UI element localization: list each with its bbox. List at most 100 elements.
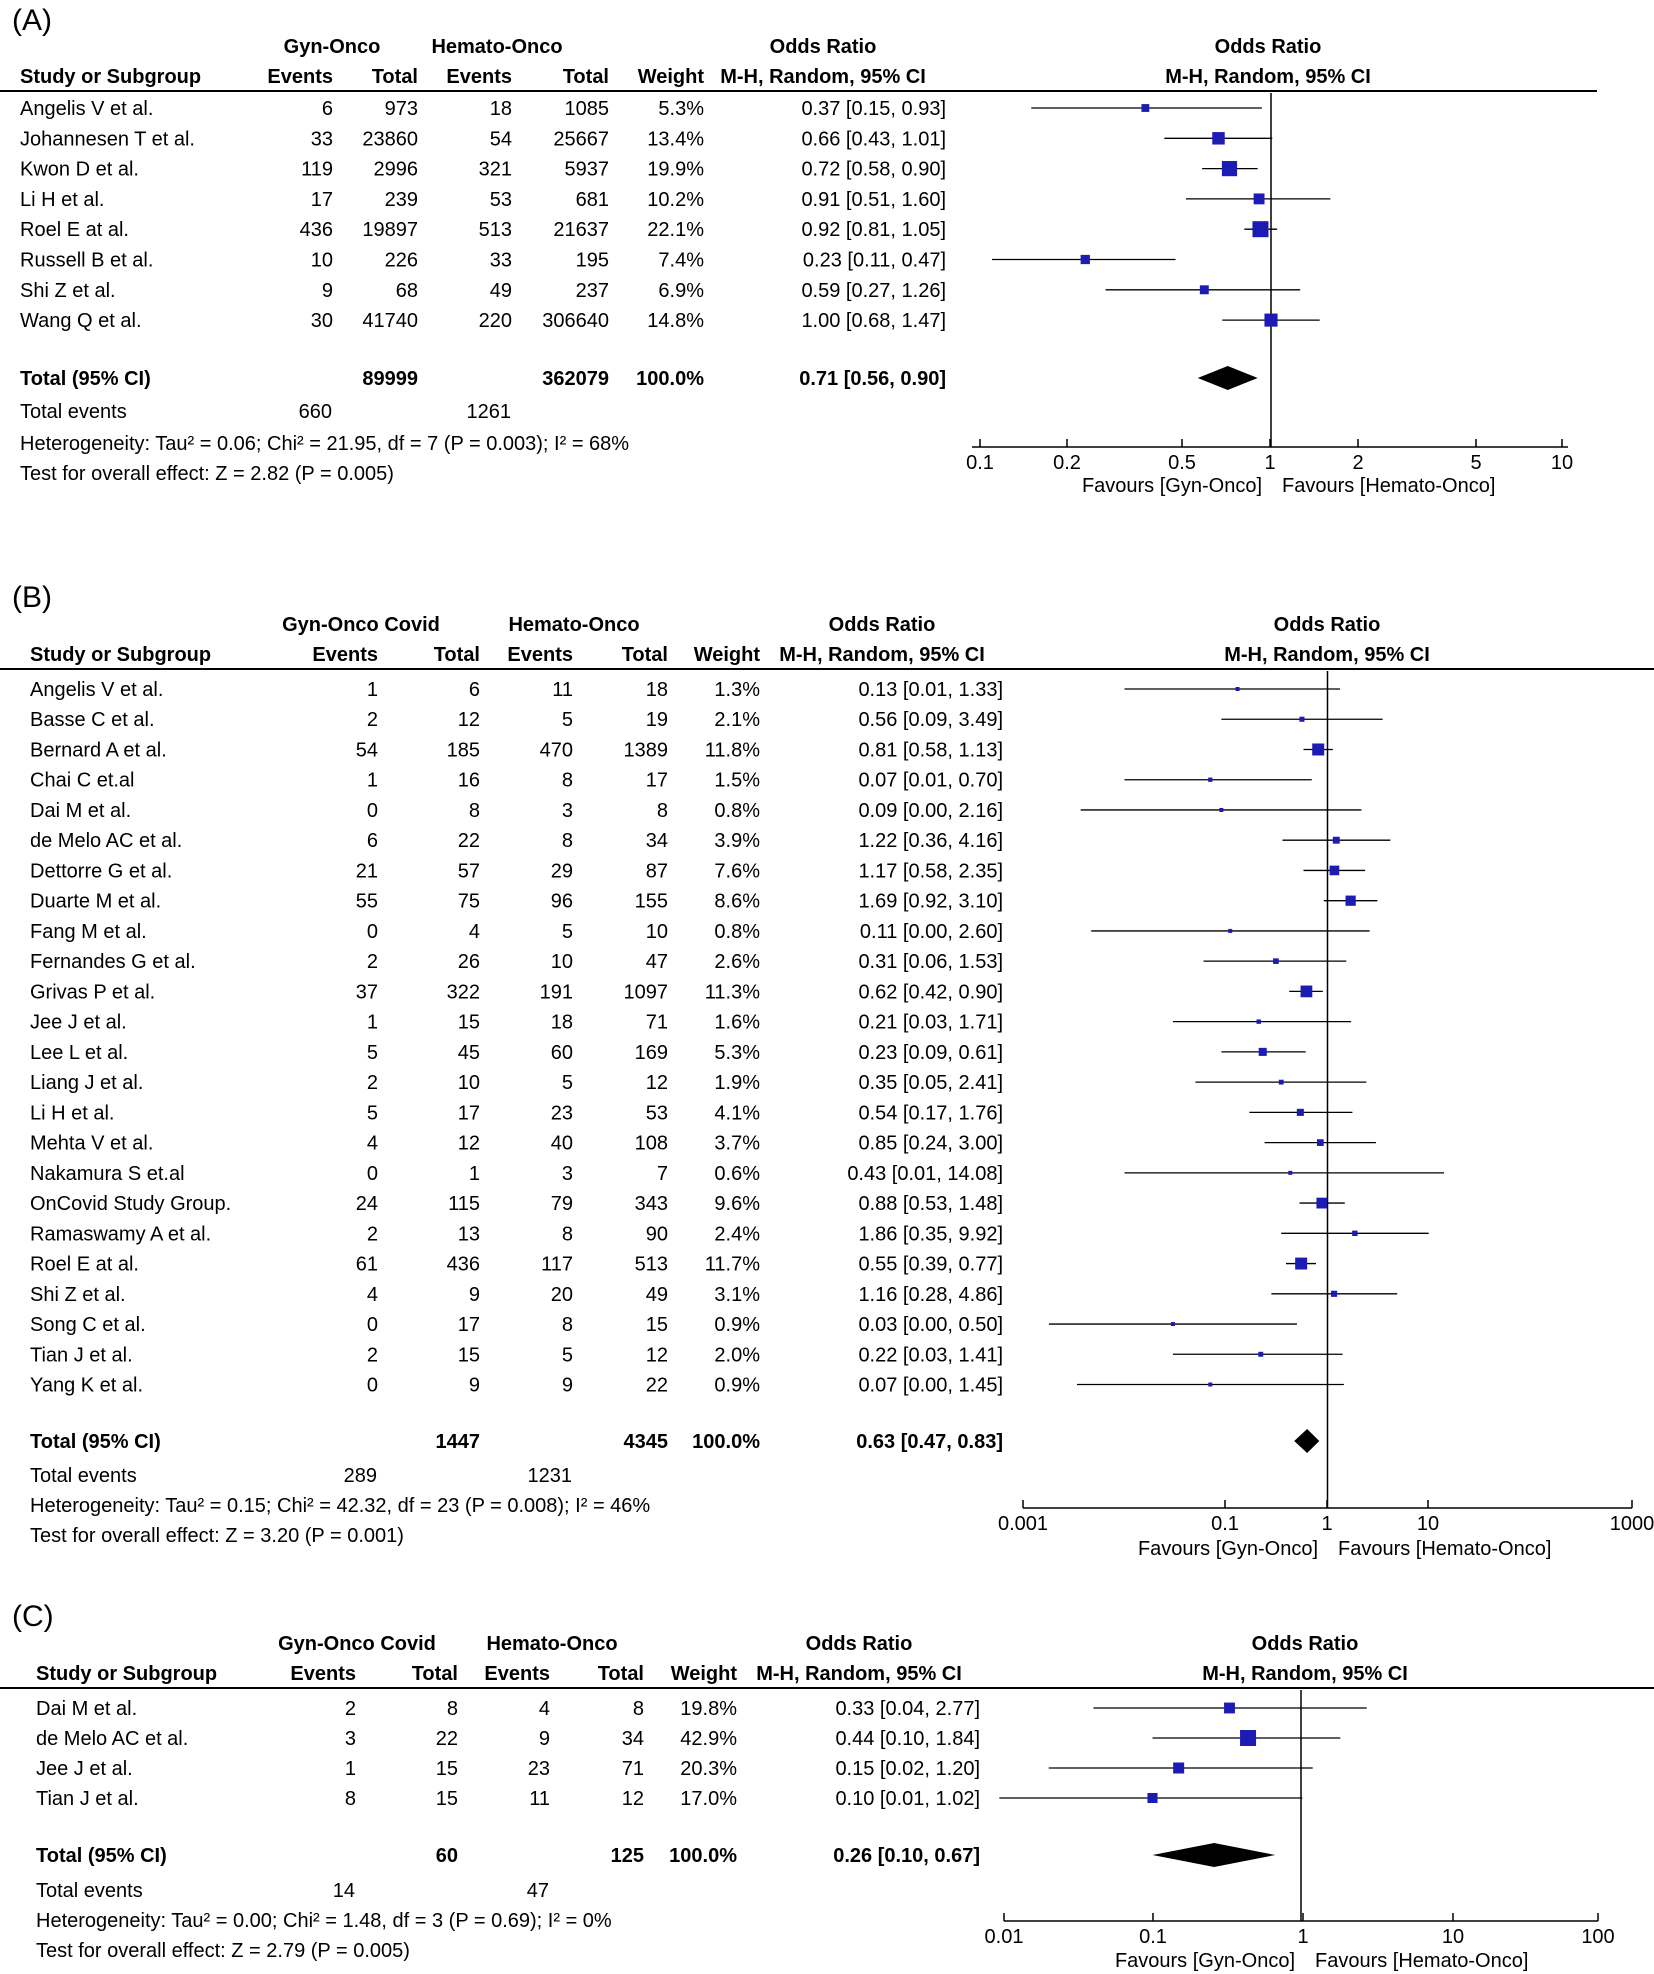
total2-value: 34 [646, 830, 668, 852]
events1-column-header: Events [290, 1663, 356, 1685]
odds-ratio-ci-value: 0.07 [0.01, 0.70] [858, 770, 1003, 792]
study-name: de Melo AC et al. [36, 1728, 188, 1750]
weight-value: 14.8% [647, 310, 704, 332]
point-estimate-marker [1240, 1730, 1257, 1746]
total2-value: 10 [646, 921, 668, 943]
total1-value: 15 [436, 1788, 458, 1810]
events2-value: 9 [539, 1728, 550, 1750]
weight-value: 1.6% [714, 1012, 760, 1034]
point-estimate-marker [1170, 1322, 1175, 1327]
events1-value: 0 [367, 800, 378, 822]
total1-value: 8 [447, 1698, 458, 1720]
study-name: de Melo AC et al. [30, 830, 182, 852]
odds-ratio-ci-value: 0.43 [0.01, 14.08] [847, 1163, 1003, 1185]
x-axis-tick-label: 1000 [1610, 1513, 1654, 1535]
total2-value: 49 [646, 1284, 668, 1306]
total-weight: 100.0% [636, 368, 704, 390]
point-estimate-marker [1300, 985, 1313, 998]
events2-value: 8 [562, 1223, 573, 1245]
pooled-or-ci: 0.26 [0.10, 0.67] [833, 1845, 980, 1867]
total-events-label: Total events [30, 1465, 137, 1487]
total-events2: 47 [527, 1880, 549, 1902]
forest-method-header: M-H, Random, 95% CI [1202, 1663, 1408, 1685]
events1-value: 3 [345, 1728, 356, 1750]
total1-value: 12 [458, 709, 480, 731]
total1-value: 973 [385, 98, 418, 120]
events1-value: 1 [367, 770, 378, 792]
odds-ratio-ci-value: 0.37 [0.15, 0.93] [801, 98, 946, 120]
events2-value: 11 [529, 1788, 550, 1810]
events2-value: 5 [562, 709, 573, 731]
weight-value: 7.4% [658, 250, 704, 272]
group1-header: Gyn-Onco Covid [278, 1633, 436, 1655]
odds-ratio-ci-value: 1.22 [0.36, 4.16] [858, 830, 1003, 852]
total2-value: 155 [635, 891, 668, 913]
weight-value: 1.3% [714, 679, 760, 701]
study-name: Angelis V et al. [20, 98, 153, 120]
events2-value: 18 [551, 1012, 573, 1034]
pooled-or-ci: 0.63 [0.47, 0.83] [856, 1431, 1003, 1453]
odds-ratio-ci-value: 0.33 [0.04, 2.77] [835, 1698, 980, 1720]
total2-value: 1085 [565, 98, 610, 120]
total1-value: 9 [469, 1284, 480, 1306]
study-name: Fang M et al. [30, 921, 147, 943]
x-axis-tick-label: 0.1 [966, 452, 994, 474]
x-axis-tick-label: 0.5 [1168, 452, 1196, 474]
study-name: Roel E at al. [20, 219, 129, 241]
x-axis-tick-label: 100 [1581, 1926, 1614, 1948]
events2-value: 79 [551, 1193, 573, 1215]
point-estimate-marker [1345, 895, 1356, 906]
weight-value: 5.3% [658, 98, 704, 120]
weight-value: 19.8% [680, 1698, 737, 1720]
point-estimate-marker [1273, 958, 1279, 964]
weight-value: 1.5% [714, 770, 760, 792]
events2-value: 53 [490, 189, 512, 211]
point-estimate-marker [1278, 1079, 1284, 1085]
group1-header: Gyn-Onco Covid [282, 614, 440, 636]
x-axis-tick-label: 10 [1551, 452, 1573, 474]
total1-value: 4 [469, 921, 480, 943]
point-estimate-marker [1258, 1351, 1264, 1357]
x-axis-tick-label: 5 [1470, 452, 1481, 474]
weight-column-header: Weight [671, 1663, 738, 1685]
x-axis-tick-label: 0.001 [998, 1513, 1048, 1535]
heterogeneity-text: Heterogeneity: Tau² = 0.06; Chi² = 21.95… [20, 433, 629, 455]
favours-left-label: Favours [Gyn-Onco] [1138, 1538, 1318, 1560]
odds-ratio-ci-value: 0.03 [0.00, 0.50] [858, 1314, 1003, 1336]
study-name: Tian J et al. [30, 1344, 133, 1366]
point-estimate-marker [1212, 132, 1225, 145]
point-estimate-marker [1141, 104, 1150, 112]
study-name: Li H et al. [30, 1102, 114, 1124]
total-events1: 289 [344, 1465, 377, 1487]
weight-value: 4.1% [714, 1102, 760, 1124]
pooled-diamond [1294, 1429, 1320, 1453]
odds-ratio-ci-value: 0.62 [0.42, 0.90] [858, 981, 1003, 1003]
point-estimate-marker [1316, 1197, 1328, 1209]
events2-value: 513 [479, 219, 512, 241]
odds-ratio-ci-value: 0.85 [0.24, 3.00] [858, 1133, 1003, 1155]
odds-ratio-ci-value: 0.66 [0.43, 1.01] [801, 128, 946, 150]
total-events2: 1231 [528, 1465, 573, 1487]
total2-value: 1389 [624, 739, 669, 761]
odds-ratio-ci-value: 0.13 [0.01, 1.33] [858, 679, 1003, 701]
events2-value: 96 [551, 891, 573, 913]
x-axis-tick-label: 0.2 [1053, 452, 1081, 474]
study-name: Roel E at al. [30, 1254, 139, 1276]
overall-effect-text: Test for overall effect: Z = 3.20 (P = 0… [30, 1525, 404, 1547]
total-events-label: Total events [20, 401, 127, 423]
total1-value: 15 [458, 1012, 480, 1034]
events1-value: 436 [300, 219, 333, 241]
odds-ratio-ci-value: 1.16 [0.28, 4.86] [858, 1284, 1003, 1306]
odds-ratio-ci-value: 1.00 [0.68, 1.47] [801, 310, 946, 332]
point-estimate-marker [1228, 928, 1233, 933]
events1-value: 0 [367, 1163, 378, 1185]
total1-value: 6 [469, 679, 480, 701]
events1-value: 2 [367, 1344, 378, 1366]
total2-value: 12 [646, 1344, 668, 1366]
point-estimate-marker [1330, 1290, 1338, 1297]
panel-label: (B) [12, 581, 52, 614]
events2-value: 5 [562, 1344, 573, 1366]
study-name: Johannesen T et al. [20, 128, 195, 150]
total2-value: 237 [576, 280, 609, 302]
